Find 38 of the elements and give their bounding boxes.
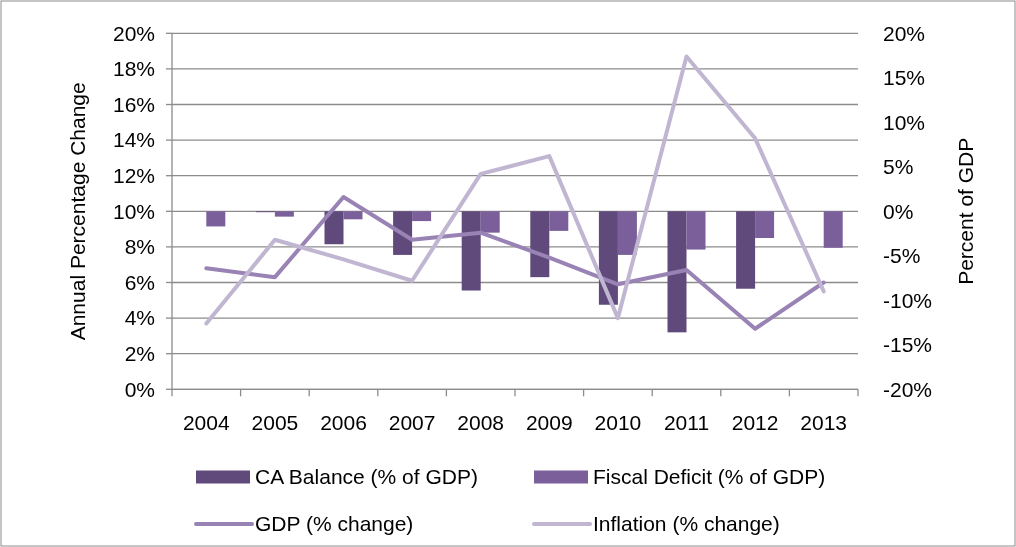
y-tick-label: 8% <box>124 235 155 259</box>
legend-label: CA Balance (% of GDP) <box>255 465 478 489</box>
x-tick-label: 2008 <box>457 411 505 435</box>
y-tick-label: 4% <box>124 306 155 330</box>
y2-tick-label: -10% <box>883 288 933 312</box>
legend-label: Fiscal Deficit (% of GDP) <box>593 465 826 489</box>
y2-tick-label: 20% <box>883 21 926 45</box>
y-tick-label: 12% <box>112 164 155 188</box>
y2-axis-title: Percent of GDP <box>954 137 978 285</box>
x-tick-label: 2004 <box>182 411 230 435</box>
x-tick-label: 2006 <box>320 411 367 435</box>
y2-tick-label: 15% <box>883 66 926 90</box>
y2-tick-label: 0% <box>883 199 914 223</box>
y-axis-title: Annual Percentage Change <box>66 82 90 341</box>
x-tick-label: 2013 <box>800 411 848 435</box>
y2-tick-label: -15% <box>883 333 933 357</box>
legend-label: Inflation (% change) <box>593 512 780 536</box>
line-series <box>204 195 826 331</box>
legend-label: GDP (% change) <box>255 512 414 536</box>
y2-tick-label: 10% <box>883 110 926 134</box>
x-tick-label: 2011 <box>663 411 710 435</box>
x-tick-label: 2005 <box>251 411 299 435</box>
x-tick-label: 2007 <box>388 411 436 435</box>
y-tick-label: 0% <box>124 377 155 401</box>
y-tick-label: 20% <box>112 21 155 45</box>
y2-tick-label: -20% <box>883 377 933 401</box>
x-tick-label: 2012 <box>731 411 779 435</box>
x-tick-label: 2009 <box>525 411 573 435</box>
line-series <box>204 54 826 326</box>
x-tick-label: 2010 <box>594 411 642 435</box>
y-tick-label: 10% <box>112 199 155 223</box>
y-tick-label: 6% <box>124 270 155 294</box>
y2-tick-label: 5% <box>883 155 914 179</box>
y-tick-label: 18% <box>112 57 155 81</box>
y-tick-label: 2% <box>124 342 155 366</box>
y2-tick-label: -5% <box>883 244 921 268</box>
y-tick-label: 16% <box>112 92 155 116</box>
y-tick-label: 14% <box>112 128 155 152</box>
